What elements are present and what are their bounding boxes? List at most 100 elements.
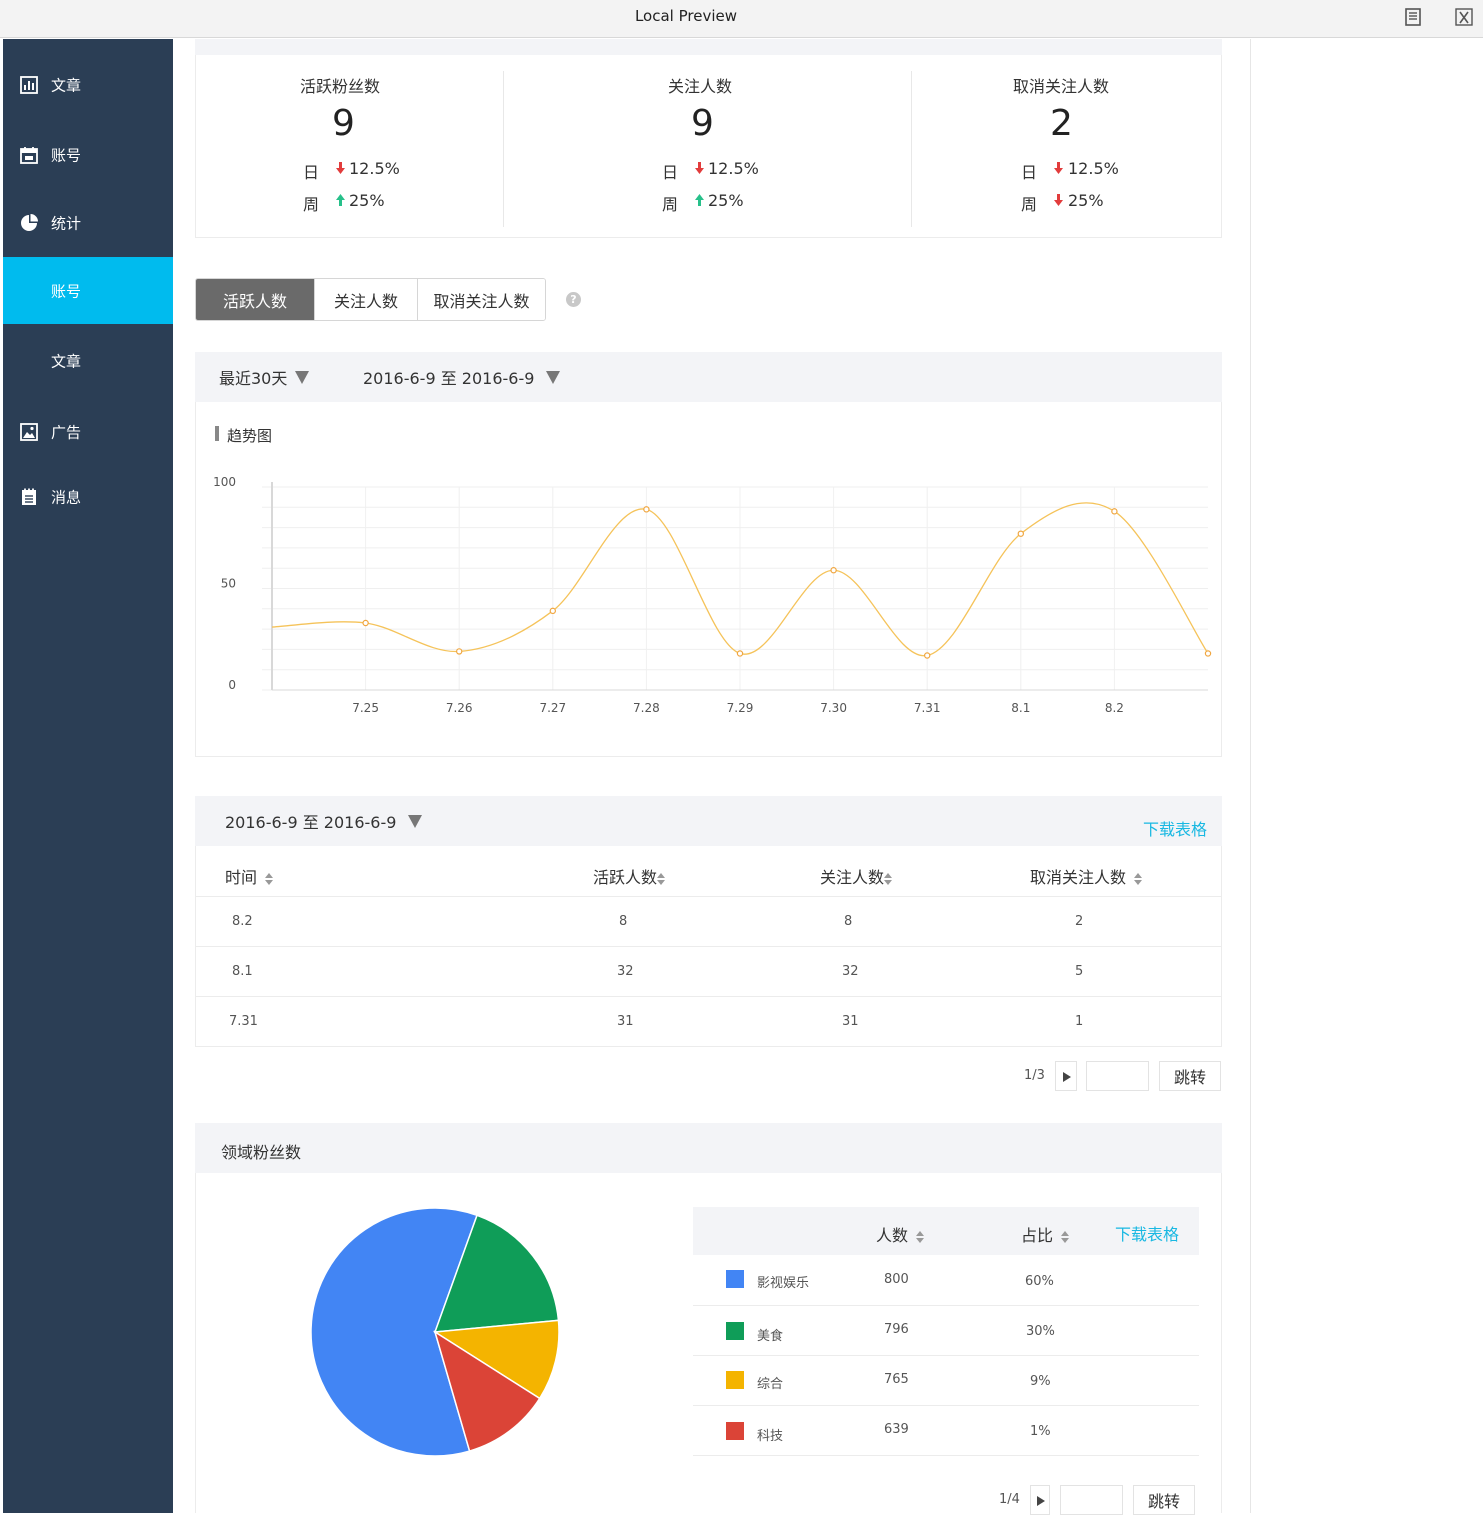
table-date-label: 2016-6-9 至 2016-6-9 (225, 813, 397, 832)
sidebar-item-stats[interactable]: 统计 (3, 189, 173, 256)
pager-go-button[interactable]: 跳转 (1133, 1485, 1195, 1515)
up-arrow-icon (336, 194, 345, 206)
tab-followers[interactable]: 关注人数 (315, 279, 418, 320)
data-point[interactable] (1204, 650, 1212, 657)
table-filter-bar: 2016-6-9 至 2016-6-9 下载表格 (195, 796, 1222, 846)
sidebar-item-articles[interactable]: 文章 (3, 51, 173, 118)
pager-page-indicator: 1/4 (999, 1492, 1020, 1507)
data-point[interactable] (1017, 530, 1025, 537)
calendar-icon (20, 146, 38, 164)
sidebar-item-label: 文章 (51, 76, 82, 94)
stat-day-value: 12.5% (349, 159, 400, 178)
domain-ratio: 30% (1026, 1324, 1055, 1339)
pie-slice[interactable] (432, 1319, 560, 1400)
col-header-active[interactable]: 活跃人数 (593, 864, 666, 888)
tab-unfollowers[interactable]: 取消关注人数 (418, 279, 545, 320)
cell-follow: 8 (844, 914, 853, 929)
range-dropdown[interactable]: 最近30天 (219, 352, 310, 402)
pie-slice[interactable] (310, 1207, 478, 1457)
data-point[interactable] (736, 650, 744, 657)
pager-page-indicator: 1/3 (1024, 1068, 1045, 1083)
row-divider (693, 1305, 1199, 1306)
data-point[interactable] (1111, 508, 1118, 515)
stat-value: 2 (1050, 103, 1073, 144)
date-range-dropdown[interactable]: 2016-6-9 至 2016-6-9 (363, 352, 561, 402)
sidebar-item-label: 广告 (51, 423, 82, 441)
stat-label: 取消关注人数 (1013, 77, 1110, 96)
table-date-dropdown[interactable]: 2016-6-9 至 2016-6-9 (225, 796, 423, 846)
data-point[interactable] (830, 567, 837, 574)
pie-slice[interactable] (433, 1214, 560, 1333)
data-point[interactable] (643, 506, 650, 513)
data-point[interactable] (924, 652, 931, 659)
pager-page-input[interactable] (1060, 1485, 1123, 1515)
col-header-unfollow[interactable]: 取消关注人数 (1030, 864, 1143, 888)
col-header-label: 时间 (225, 868, 258, 887)
x-tick-label: 8.1 (1011, 701, 1030, 715)
stat-divider (911, 71, 912, 227)
sidebar-subitem-articles[interactable]: 文章 (3, 327, 173, 394)
download-table-link[interactable]: 下载表格 (1143, 820, 1208, 839)
close-icon[interactable] (1453, 6, 1475, 28)
play-icon (1037, 1496, 1045, 1506)
stat-unfollowers: 取消关注人数 2 日 12.5% 周 25% (916, 55, 1256, 235)
up-arrow-icon (695, 194, 704, 206)
cell-unfollow: 1 (1075, 1014, 1084, 1029)
col-header-label: 取消关注人数 (1030, 868, 1127, 887)
stat-value: 9 (691, 103, 714, 144)
sidebar-item-ads[interactable]: 广告 (3, 398, 173, 465)
col-header-follow[interactable]: 关注人数 (820, 864, 893, 888)
pie-slice[interactable] (433, 1330, 541, 1453)
sidebar-subitem-account[interactable]: 账号 (3, 257, 173, 324)
sidebar-item-account[interactable]: 账号 (3, 121, 173, 188)
down-arrow-icon (1054, 162, 1063, 174)
stat-week-value: 25% (1068, 191, 1104, 210)
data-point[interactable] (456, 648, 463, 655)
stat-day-key: 日 (1021, 163, 1038, 182)
col-header-ratio[interactable]: 占比 (1021, 1222, 1070, 1246)
pager-go-button[interactable]: 跳转 (1159, 1061, 1221, 1091)
sort-icon (916, 1230, 925, 1243)
sidebar-item-messages[interactable]: 消息 (3, 463, 173, 530)
x-tick-label: 7.30 (820, 701, 847, 715)
x-tick-label: 7.26 (446, 701, 473, 715)
stat-day-value: 12.5% (708, 159, 759, 178)
tab-active-users[interactable]: 活跃人数 (196, 279, 315, 320)
notepad-icon (22, 488, 36, 505)
stat-week-key: 周 (303, 195, 320, 214)
cell-time: 8.2 (232, 914, 253, 929)
stat-followers: 关注人数 9 日 12.5% 周 25% (556, 55, 896, 235)
metric-tabs: 活跃人数 关注人数 取消关注人数 (195, 278, 546, 321)
down-arrow-icon (1054, 194, 1063, 206)
stat-week-key: 周 (1021, 195, 1038, 214)
domain-count: 765 (884, 1372, 909, 1387)
domain-name: 美食 (757, 1329, 784, 1344)
pager-next-button[interactable] (1055, 1061, 1077, 1091)
domain-count: 639 (884, 1422, 909, 1437)
x-tick-label: 7.25 (352, 701, 379, 715)
stat-divider (503, 71, 504, 227)
domain-panel (195, 1173, 1222, 1513)
domain-table-header: 人数 占比 下载表格 (693, 1207, 1199, 1255)
sort-icon (657, 872, 666, 885)
download-domain-table-link[interactable]: 下载表格 (1115, 1225, 1180, 1244)
data-point[interactable] (549, 607, 556, 615)
trend-title: 趋势图 (227, 427, 273, 445)
stat-label: 关注人数 (668, 77, 733, 96)
data-point[interactable] (362, 619, 369, 627)
cell-unfollow: 5 (1075, 964, 1084, 979)
col-header-time[interactable]: 时间 (225, 864, 274, 888)
content-right-border (1250, 39, 1251, 1513)
pager-next-button[interactable] (1030, 1485, 1050, 1515)
pager-page-input[interactable] (1086, 1061, 1149, 1091)
reader-icon[interactable] (1402, 6, 1424, 28)
dropdown-arrow-icon (408, 814, 423, 828)
help-icon[interactable]: ? (566, 292, 581, 307)
col-header-label: 活跃人数 (593, 868, 658, 887)
sort-icon (265, 872, 274, 885)
sort-icon (884, 872, 893, 885)
x-tick-label: 7.31 (914, 701, 941, 715)
range-dropdown-label: 最近30天 (219, 369, 288, 388)
stat-day-value: 12.5% (1068, 159, 1119, 178)
col-header-count[interactable]: 人数 (876, 1222, 925, 1246)
